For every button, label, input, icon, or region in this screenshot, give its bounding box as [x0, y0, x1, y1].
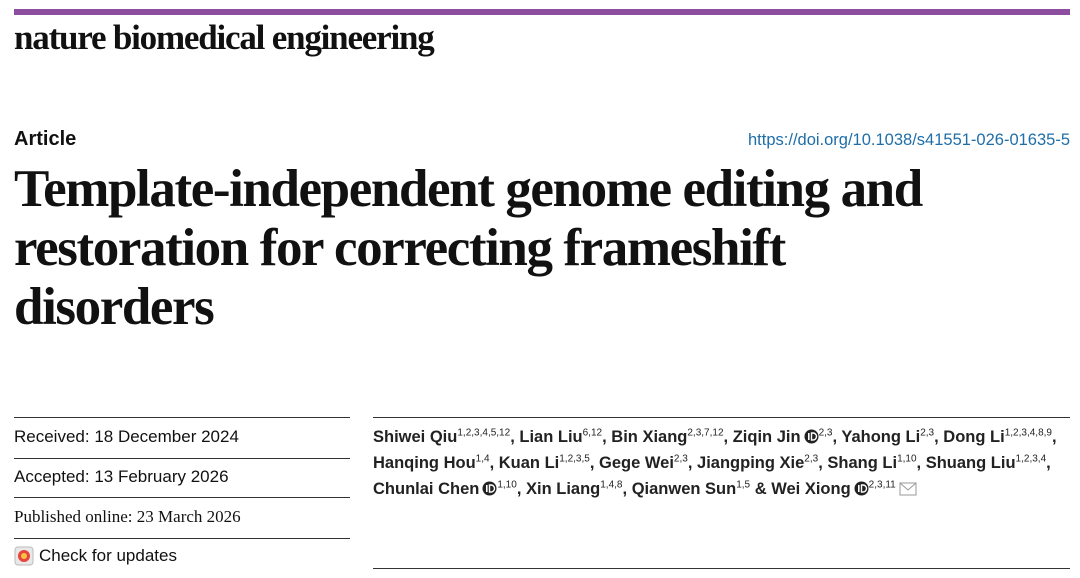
separator: ,	[516, 480, 522, 498]
affiliations: 2,3	[818, 427, 833, 439]
author-name[interactable]: Kuan Li	[498, 454, 560, 472]
affiliations: 2,3	[920, 427, 935, 439]
affiliations: 1,4,8	[600, 479, 623, 491]
separator: ,	[687, 454, 693, 472]
author-name[interactable]: Hanqing Hou	[373, 454, 476, 472]
author: Hanqing Hou1,4,	[373, 454, 494, 472]
author: Chunlai Chen 1,10,	[373, 480, 521, 498]
check-updates[interactable]: Check for updates	[14, 546, 177, 566]
affiliations: 2,3	[673, 453, 688, 465]
separator: ,	[934, 428, 939, 446]
orcid-mark	[810, 432, 817, 441]
separator: ,	[602, 428, 607, 446]
divider	[14, 458, 350, 459]
separator: ,	[723, 428, 729, 446]
author: Wei Xiong 2,3,11	[771, 480, 917, 498]
separator: ,	[622, 480, 628, 498]
orcid-icon	[482, 481, 497, 496]
orcid-mark	[489, 484, 496, 493]
author-name[interactable]: Yahong Li	[841, 428, 921, 446]
author: Shang Li1,10,	[827, 454, 921, 472]
affiliations: 1,5	[736, 479, 751, 491]
separator: ,	[818, 454, 823, 472]
author-name[interactable]: Jiangping Xie	[697, 454, 805, 472]
affiliations: 1,2,3,4,5,12	[457, 427, 511, 439]
affiliations: 1,2,3,4	[1015, 453, 1047, 465]
separator: ,	[1046, 454, 1051, 472]
author-name[interactable]: Gege Wei	[599, 454, 674, 472]
check-label: Check for updates	[39, 546, 177, 565]
affiliations: 2,3,11	[868, 479, 896, 491]
divider	[373, 417, 1070, 418]
orcid-mark	[486, 485, 488, 492]
orcid-icon	[854, 481, 869, 496]
separator: &	[754, 480, 767, 498]
author-name[interactable]: Chunlai Chen	[373, 480, 480, 498]
author: Bin Xiang2,3,7,12,	[611, 428, 728, 446]
affiliations: 1,2,3,4,8,9	[1004, 427, 1052, 439]
author-name[interactable]: Lian Liu	[519, 428, 583, 446]
affiliations: 1,2,3,5	[559, 453, 590, 465]
check-icon	[14, 546, 34, 566]
orcid-mark	[807, 433, 810, 440]
author-name[interactable]: Shuang Liu	[925, 454, 1016, 472]
affiliations: 1,4	[475, 453, 490, 465]
journal-name: nature biomedical engineering	[14, 18, 435, 57]
separator: ,	[1051, 428, 1057, 446]
author: Lian Liu6,12,	[519, 428, 606, 446]
article-type: Article	[14, 128, 77, 150]
author-name[interactable]: Bin Xiang	[611, 428, 688, 446]
author: Yahong Li2,3,	[841, 428, 938, 446]
affiliations: 1,10	[897, 453, 917, 465]
affiliations: 1,10	[497, 479, 517, 491]
received-date: Received: 18 December 2024	[14, 427, 239, 446]
affiliations: 2,3,7,12	[687, 427, 724, 439]
published-date: Published online: 23 March 2026	[14, 507, 241, 526]
orcid-mark	[860, 484, 867, 493]
author-name[interactable]: Shang Li	[827, 454, 898, 472]
author: Gege Wei2,3,	[599, 454, 692, 472]
orcid-icon	[804, 429, 819, 444]
orcid-mark	[857, 485, 860, 492]
author: Xin Liang1,4,8,	[526, 480, 627, 498]
author-name[interactable]: Ziqin Jin	[732, 428, 801, 446]
divider	[373, 568, 1070, 569]
journal-bar	[14, 9, 1070, 15]
author: Shuang Liu1,2,3,4,	[926, 454, 1051, 472]
author: Shiwei Qiu1,2,3,4,5,12,	[373, 428, 515, 446]
author-name[interactable]: Qianwen Sun	[631, 480, 737, 498]
author: Ziqin Jin 2,3,	[733, 428, 837, 446]
separator: ,	[916, 454, 922, 472]
affiliations: 6,12	[582, 427, 603, 439]
separator: ,	[589, 454, 595, 472]
separator: ,	[832, 428, 838, 446]
author: Kuan Li1,2,3,5,	[499, 454, 595, 472]
mail-outline	[899, 482, 917, 496]
divider	[14, 417, 350, 418]
divider	[14, 497, 350, 498]
author-name[interactable]: Wei Xiong	[771, 480, 851, 498]
accepted-date: Accepted: 13 February 2026	[14, 467, 229, 486]
author-list: Shiwei Qiu1,2,3,4,5,12, Lian Liu6,12, Bi…	[373, 424, 1063, 502]
author: Dong Li1,2,3,4,8,9,	[943, 428, 1056, 446]
divider	[14, 538, 350, 539]
article-title: Template-independent genome editing and …	[14, 160, 923, 336]
author-name[interactable]: Dong Li	[943, 428, 1005, 446]
separator: ,	[510, 428, 515, 446]
mail-icon[interactable]	[899, 482, 917, 496]
author: Qianwen Sun1,5	[632, 480, 750, 498]
author-name[interactable]: Shiwei Qiu	[373, 428, 458, 446]
author: Jiangping Xie2,3,	[697, 454, 823, 472]
doi-link[interactable]: https://doi.org/10.1038/s41551-026-01635…	[748, 131, 1070, 149]
affiliations: 2,3	[804, 453, 819, 465]
separator: ,	[489, 454, 495, 472]
author-name[interactable]: Xin Liang	[526, 480, 601, 498]
